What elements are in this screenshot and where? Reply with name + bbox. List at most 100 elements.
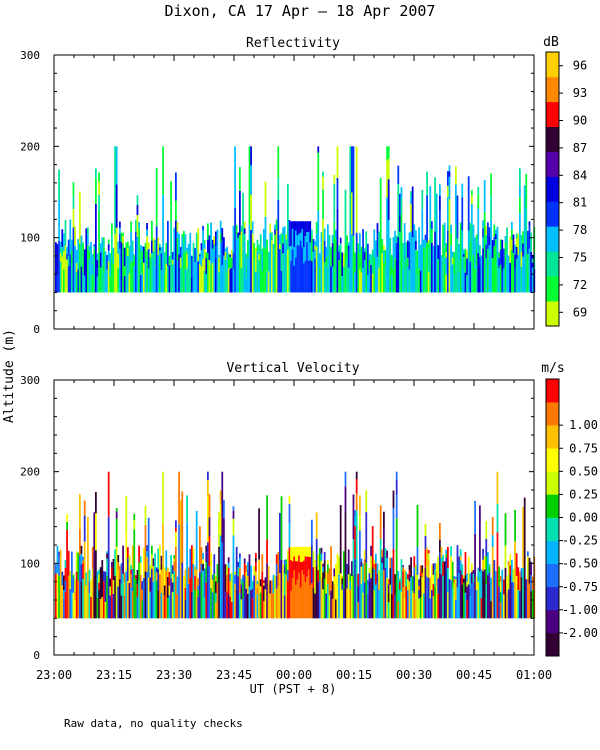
data-cell: [74, 226, 76, 246]
data-cell: [354, 272, 356, 293]
data-cell: [231, 601, 233, 619]
data-cell: [91, 568, 94, 619]
data-cell: [99, 245, 102, 253]
data-cell: [91, 254, 94, 261]
data-cell: [128, 582, 131, 619]
data-cell: [79, 555, 81, 619]
data-cell: [407, 579, 409, 591]
data-cell: [80, 246, 83, 267]
data-cell: [395, 518, 398, 619]
data-cell: [176, 576, 179, 595]
data-cell: [419, 597, 422, 619]
data-cell: [512, 582, 515, 619]
data-cell: [75, 262, 78, 273]
data-cell: [71, 591, 73, 619]
data-cell: [381, 238, 384, 241]
data-cell: [421, 577, 424, 599]
data-cell: [394, 574, 396, 585]
data-cell: [123, 266, 126, 277]
data-cell: [501, 239, 504, 271]
data-cell: [74, 579, 76, 592]
data-cell: [395, 242, 398, 261]
data-cell: [224, 591, 227, 619]
data-cell: [87, 227, 89, 235]
data-cell: [144, 524, 147, 572]
data-cell: [80, 266, 83, 293]
data-cell: [496, 226, 499, 250]
data-cell: [519, 601, 521, 619]
data-cell: [106, 269, 108, 293]
data-cell: [383, 527, 385, 570]
data-cell: [170, 206, 172, 222]
data-cell: [509, 565, 512, 575]
data-cell: [253, 566, 256, 576]
data-cell: [456, 587, 459, 619]
y-tick-label: 0: [33, 323, 40, 336]
data-cell: [381, 240, 384, 244]
data-cell: [312, 262, 315, 293]
data-cell: [136, 584, 139, 597]
data-cell: [248, 146, 251, 225]
data-cell: [95, 550, 97, 619]
data-cell: [183, 602, 185, 619]
data-cell: [151, 240, 153, 254]
data-cell: [221, 265, 224, 293]
data-cell: [277, 154, 280, 178]
data-cell: [96, 268, 99, 277]
data-cell: [131, 251, 134, 261]
data-cell: [504, 242, 507, 255]
data-cell: [213, 236, 216, 245]
data-cell: [171, 574, 174, 583]
data-cell: [383, 569, 385, 619]
data-cell: [461, 564, 464, 568]
data-cell: [173, 555, 176, 559]
data-cell: [351, 575, 353, 619]
data-cell: [149, 265, 152, 293]
data-cell: [255, 571, 257, 619]
data-cell: [179, 257, 182, 268]
data-cell: [371, 249, 374, 274]
data-cell: [376, 563, 379, 575]
data-cell: [461, 584, 464, 619]
data-cell: [283, 243, 286, 293]
data-cell: [114, 234, 116, 293]
data-cell: [130, 221, 132, 232]
data-cell: [450, 233, 452, 246]
colorbar-swatch: [546, 425, 559, 449]
data-cell: [448, 165, 451, 172]
data-cell: [413, 224, 416, 250]
data-cell: [114, 575, 116, 619]
data-cell: [354, 558, 356, 619]
data-cell: [130, 262, 132, 293]
data-cell: [383, 262, 385, 293]
data-cell: [239, 557, 241, 568]
data-cell: [415, 564, 417, 600]
data-cell: [168, 595, 171, 619]
data-cell: [341, 584, 344, 590]
data-cell: [242, 192, 244, 249]
data-cell: [483, 180, 486, 198]
data-cell: [123, 276, 126, 293]
data-cell: [202, 258, 204, 293]
data-cell: [506, 576, 508, 593]
data-cell: [162, 195, 164, 293]
data-cell: [362, 563, 364, 581]
data-cell: [239, 567, 241, 594]
data-cell: [63, 575, 65, 583]
data-cell: [143, 577, 145, 619]
data-cell: [147, 268, 150, 293]
data-cell: [322, 563, 324, 567]
data-cell: [355, 510, 358, 619]
data-cell: [107, 244, 110, 251]
data-cell: [179, 562, 182, 619]
data-cell: [175, 527, 177, 532]
data-cell: [467, 556, 470, 585]
data-cell: [295, 560, 297, 585]
data-cell: [450, 546, 452, 557]
data-cell: [93, 244, 96, 247]
data-cell: [191, 545, 193, 592]
data-cell: [93, 576, 96, 619]
data-cell: [511, 229, 513, 240]
data-cell: [447, 170, 449, 186]
data-cell: [191, 276, 193, 293]
